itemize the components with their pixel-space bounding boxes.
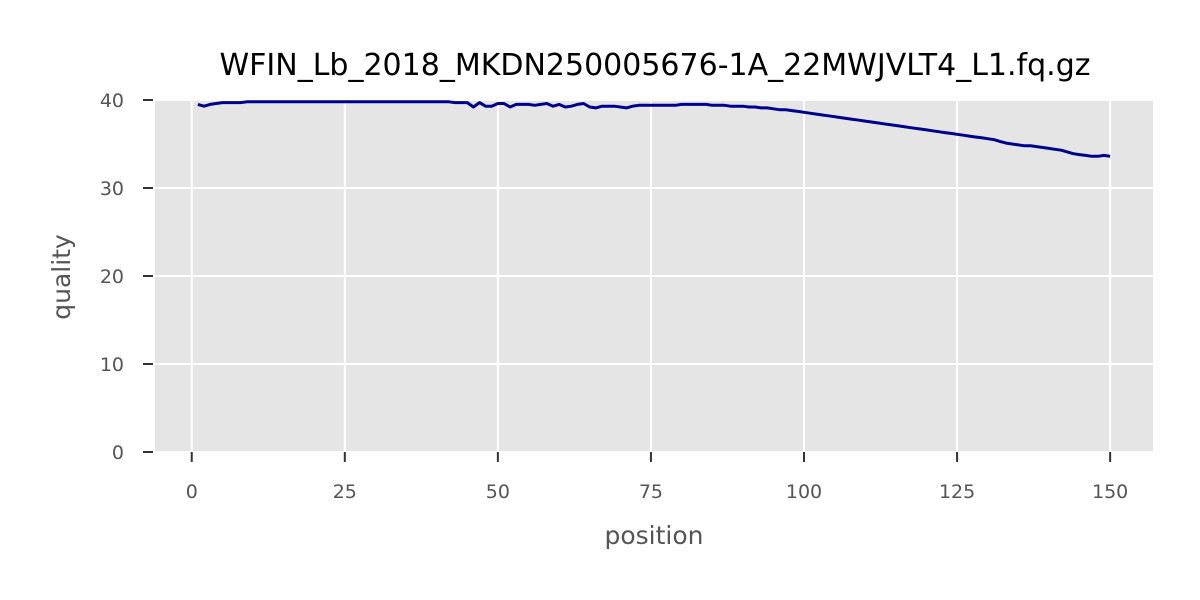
x-tick-label: 125	[939, 481, 975, 503]
series-layer	[197, 100, 1111, 158]
x-axis-label: position	[604, 521, 703, 550]
x-tick-label: 75	[639, 481, 663, 503]
quality-line-series	[197, 100, 1111, 158]
x-tick-label: 25	[333, 481, 357, 503]
y-axis-label: quality	[47, 234, 76, 320]
axis-ticks: 0 25 50 75 100 125 150 0 10 20 30 40	[100, 90, 1128, 503]
chart-title: WFIN_Lb_2018_MKDN250005676-1A_22MWJVLT4_…	[220, 48, 1091, 83]
y-tick-label: 20	[100, 266, 124, 288]
x-tick-label: 150	[1092, 481, 1128, 503]
y-tick-label: 0	[112, 442, 124, 464]
x-tick-label: 100	[786, 481, 822, 503]
x-tick-label: 0	[186, 481, 198, 503]
grid	[155, 99, 1153, 453]
y-tick-label: 40	[100, 90, 124, 112]
y-tick-label: 10	[100, 354, 124, 376]
y-tick-label: 30	[100, 178, 124, 200]
x-tick-label: 50	[486, 481, 510, 503]
